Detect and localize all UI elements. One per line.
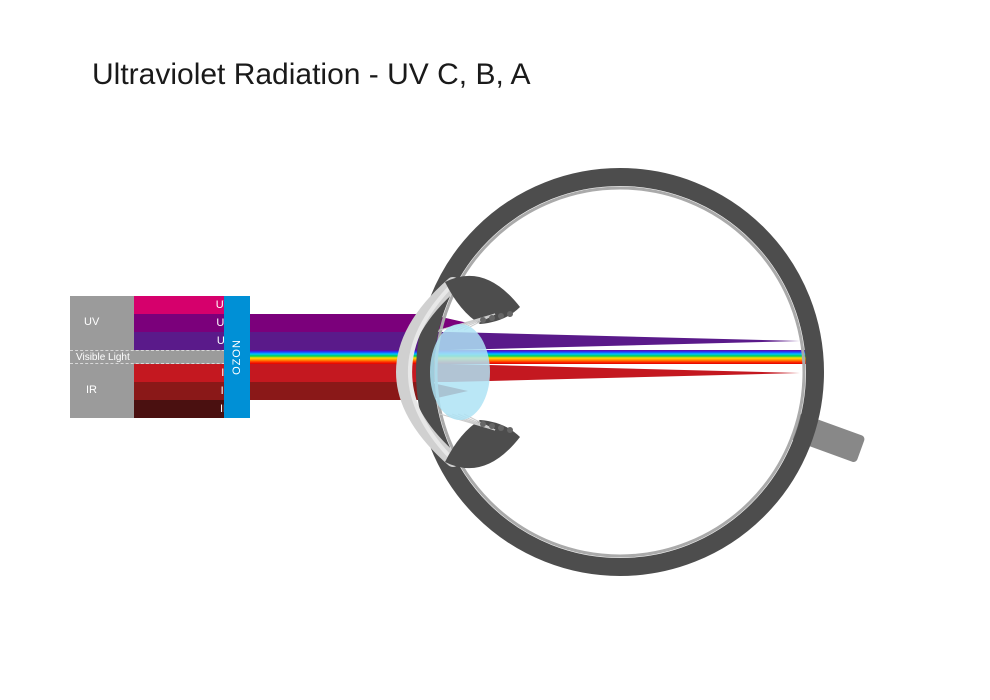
ir-category-label: IR bbox=[86, 384, 97, 396]
visible-light-row: Visible Light bbox=[70, 350, 250, 364]
uv-category-label: UV bbox=[84, 316, 99, 328]
spectrum-block: UV CUV BUV AUVVisible LightIR AIR BIR CI… bbox=[70, 296, 250, 418]
ozon-label: OZON bbox=[231, 339, 243, 375]
ozon-bar: OZON bbox=[224, 296, 250, 418]
